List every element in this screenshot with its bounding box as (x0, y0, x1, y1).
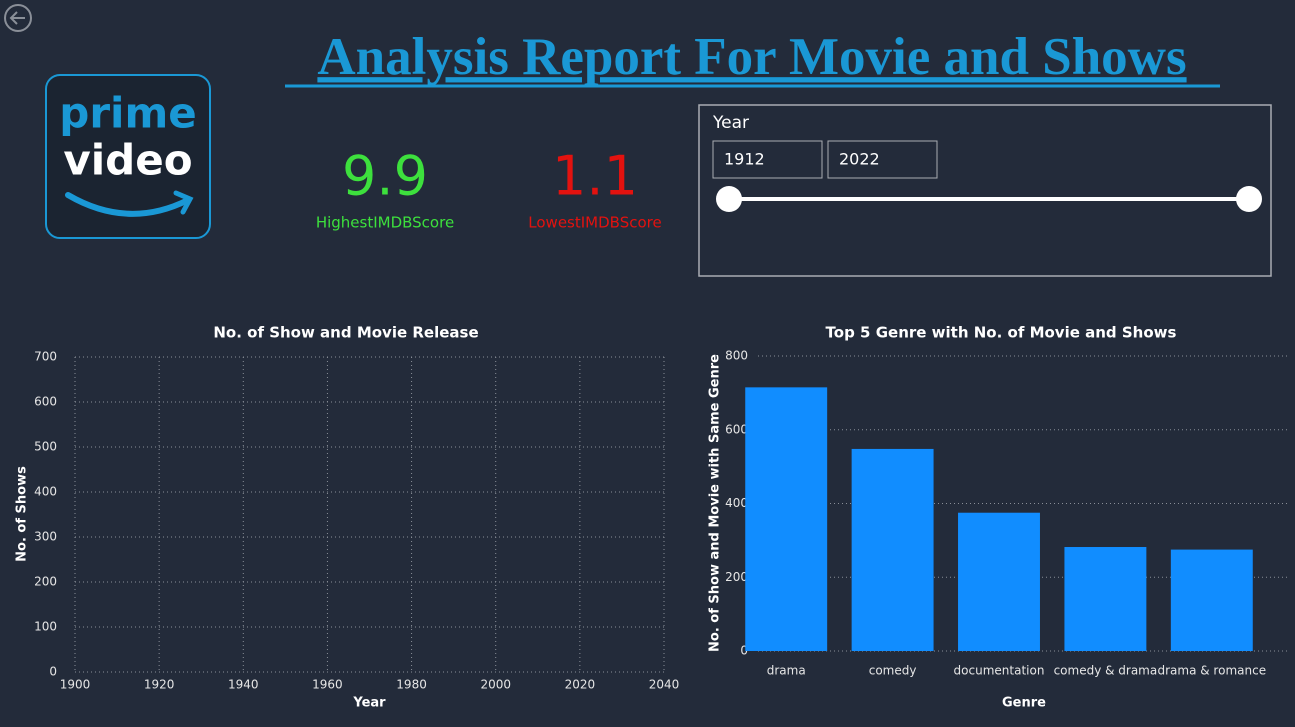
x-tick-label: comedy (869, 664, 917, 678)
x-tick-label: 1920 (144, 678, 175, 692)
y-tick-label: 200 (725, 570, 748, 584)
x-tick-label: 2000 (480, 678, 511, 692)
x-tick-label: drama (767, 664, 806, 678)
chart-title: No. of Show and Movie Release (213, 324, 478, 342)
y-tick-label: 700 (34, 350, 57, 364)
y-tick-label: 400 (725, 496, 748, 510)
slicer-input[interactable] (712, 140, 823, 179)
y-tick-label: 0 (740, 644, 748, 658)
back-button[interactable] (4, 4, 32, 32)
kpi-value: 9.9 (342, 145, 428, 208)
x-axis-label: Year (352, 696, 386, 711)
chart-title: Top 5 Genre with No. of Movie and Shows (826, 324, 1177, 342)
x-axis-label: Genre (1002, 696, 1046, 711)
y-axis-label: No. of Shows (15, 466, 30, 562)
y-tick-label: 400 (34, 485, 57, 499)
bar (851, 448, 934, 651)
x-tick-label: drama & romance (1158, 664, 1267, 678)
x-tick-label: 1940 (228, 678, 259, 692)
x-tick-label: 2040 (649, 678, 680, 692)
slicer-label: Year (712, 113, 749, 133)
y-tick-label: 200 (34, 575, 57, 589)
y-tick-label: 600 (34, 395, 57, 409)
x-tick-label: 2020 (565, 678, 596, 692)
y-axis-label: No. of Show and Movie with Same Genre (708, 354, 723, 652)
y-tick-label: 100 (34, 620, 57, 634)
slicer-start: 1912 (724, 150, 765, 169)
x-tick-label: 1900 (60, 678, 91, 692)
logo: prime video (45, 74, 211, 239)
y-tick-label: 600 (725, 422, 748, 436)
logo-text: video (63, 136, 192, 185)
x-tick-label: 1960 (312, 678, 343, 692)
x-tick-label: documentation (954, 664, 1045, 678)
kpi-label: LowestIMDBScore (528, 214, 661, 232)
y-tick-label: 0 (49, 665, 57, 679)
x-tick-label: 1980 (396, 678, 427, 692)
page-title: Analysis Report For Movie and Shows (317, 28, 1186, 86)
y-tick-label: 800 (725, 349, 748, 363)
bar (958, 512, 1040, 651)
y-tick-label: 500 (34, 440, 57, 454)
x-tick-label: comedy & drama (1054, 664, 1158, 678)
kpi-value: 1.1 (552, 145, 638, 208)
slider-handle[interactable] (1236, 186, 1262, 212)
bar (745, 387, 828, 651)
year-slicer: Year 1912 2022 (698, 104, 1272, 277)
logo-text: prime (59, 89, 196, 138)
slider-handle[interactable] (716, 186, 742, 212)
bar (1064, 547, 1147, 651)
bar (1170, 549, 1253, 651)
y-tick-label: 300 (34, 530, 57, 544)
kpi-label: HighestIMDBScore (316, 214, 454, 232)
slicer-end: 2022 (839, 150, 880, 169)
slicer-input[interactable] (827, 140, 938, 179)
